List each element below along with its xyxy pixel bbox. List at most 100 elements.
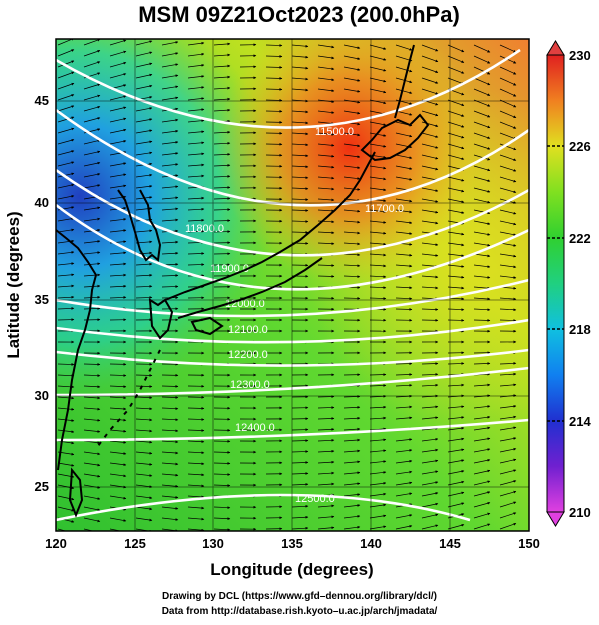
wind-arrow [161,140,179,145]
wind-arrow [473,242,491,247]
japan-honshu-south-coastline [177,257,323,319]
wind-arrow [317,176,335,180]
x-tick-label: 135 [281,536,303,551]
wind-arrow [83,429,101,433]
wind-arrow [395,110,413,116]
wind-arrow [161,506,179,510]
wind-arrow [395,220,413,225]
wind-arrow [109,128,127,134]
wind-arrow [213,186,231,189]
wind-arrow [213,42,231,46]
wind-arrow [161,407,179,410]
wind-arrow [343,405,361,409]
wind-arrow [447,362,465,365]
wind-arrow [161,118,179,123]
height-contour [56,168,529,257]
wind-arrow [135,184,153,189]
wind-arrow [343,110,361,115]
wind-arrow [369,99,387,105]
wind-arrow [291,121,309,125]
wind-arrow [369,44,387,50]
wind-arrow [499,110,517,119]
wind-arrow [57,217,75,222]
wind-arrow [369,481,387,486]
wind-arrow [57,82,75,90]
wind-arrow [473,154,491,161]
wind-arrow [473,448,491,453]
wind-arrow [57,49,75,57]
taiwan-coastline [68,467,84,518]
wind-arrow [447,44,465,53]
wind-arrow [291,44,309,48]
wind-arrow [369,525,387,530]
wind-arrow [473,176,491,182]
wind-arrow [447,308,465,311]
wind-arrow [499,308,517,312]
x-axis: 120 125 130 135 140 145 150 Longitude (d… [45,536,540,579]
wind-arrow [187,174,205,178]
height-contour [56,318,529,344]
wind-arrow [499,176,517,183]
wind-arrow [135,273,153,277]
wind-arrow [83,407,101,411]
height-contour [56,493,471,522]
credit-drawing: Drawing by DCL (https://www.gfd–dennou.o… [161,591,437,602]
wind-arrow [369,449,387,453]
wind-arrow [499,165,517,172]
wind-arrow [369,165,387,170]
wind-arrow [161,74,179,79]
wind-arrow [421,308,439,311]
wind-arrow [421,110,439,117]
wind-arrow [473,253,491,258]
wind-arrow [499,458,517,464]
wind-arrow [395,264,413,268]
contour-label: 11900.0 [210,263,249,275]
wind-arrow [447,448,465,453]
wind-arrow [83,172,101,178]
wind-arrow [161,495,179,499]
wind-arrow [187,52,205,57]
wind-arrow [343,482,361,486]
wind-arrow [343,132,361,137]
wind-arrow [317,242,335,246]
wind-arrow [421,66,439,73]
wind-arrow [317,165,335,169]
wind-arrow [57,374,75,378]
wind-arrow [57,407,75,411]
wind-arrow [421,209,439,214]
wind-arrow [499,480,517,486]
wind-arrow [57,506,75,512]
wind-arrow [83,39,101,46]
wind-arrow [83,307,101,310]
wind-arrow [473,319,491,322]
wind-arrow [135,73,153,79]
wind-arrow [83,240,101,244]
wind-arrow [343,525,361,530]
wind-arrow [109,73,127,79]
wind-arrow [317,209,335,213]
wind-arrow [109,95,127,101]
wind-arrow [343,460,361,464]
wind-arrow [421,448,439,453]
wind-arrow [395,88,413,94]
wind-arrow [83,506,101,512]
wind-arrow [291,461,309,464]
wind-arrow [473,44,491,53]
wind-arrow [395,373,413,376]
wind-arrow [473,405,491,409]
wind-arrow [187,429,205,432]
wind-arrow [447,154,465,160]
shikoku-coastline [190,316,224,336]
wind-arrow [499,426,517,431]
wind-arrow [447,253,465,258]
wind-arrow [421,459,439,464]
wind-arrow [369,438,387,442]
wind-arrow [109,407,127,411]
wind-arrow [161,196,179,200]
wind-arrow [83,473,101,478]
wind-arrow [187,86,205,90]
wind-arrow [369,492,387,497]
wind-arrow [187,517,205,521]
wind-arrow [187,163,205,167]
wind-arrow [473,77,491,86]
